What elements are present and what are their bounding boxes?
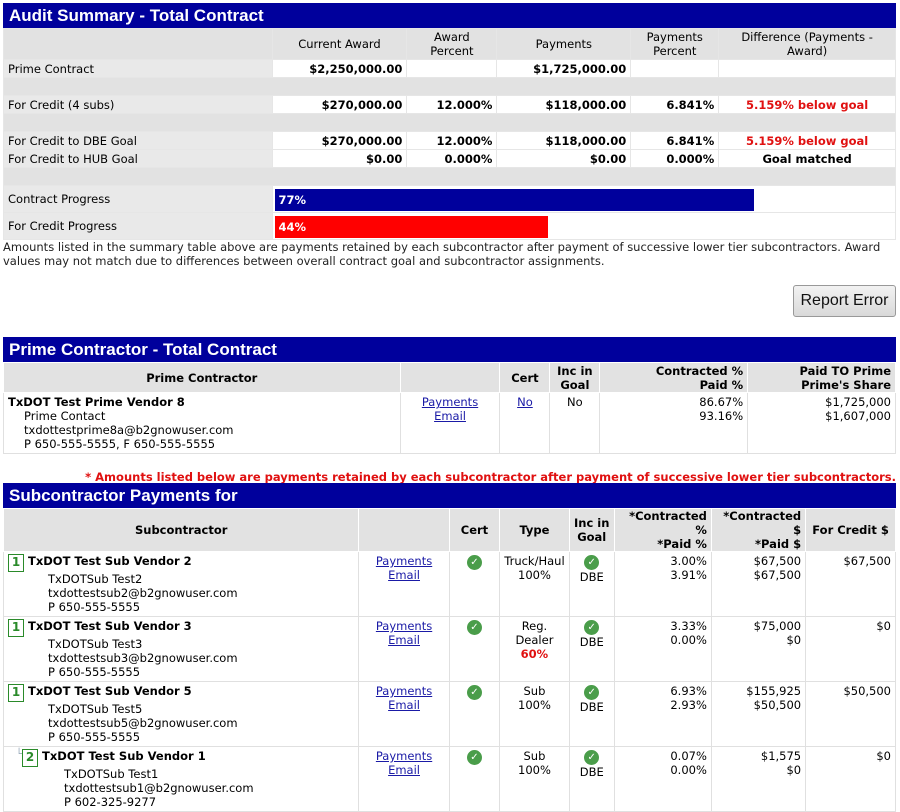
cert-check-icon: ✓ (466, 685, 482, 700)
tier-badge: 1 (8, 684, 24, 702)
credit-progress-bar: 44% (274, 216, 549, 238)
header-current-award: Current Award (271, 28, 408, 60)
tier-badge: 1 (8, 554, 24, 572)
subcontractor-table: Subcontractor Cert Type Inc in Goal *Cont… (2, 508, 896, 812)
sub-vendor-name: TxDOT Test Sub Vendor 5 (28, 684, 192, 698)
row-dbe-goal: For Credit to DBE Goal $270,000.00 12.00… (3, 131, 896, 150)
credit-difference: 5.159% below goal (718, 95, 896, 114)
summary-note: Amounts listed in the summary table abov… (3, 240, 881, 268)
header-difference: Difference (Payments - Award) (718, 28, 896, 60)
row-hub-goal: For Credit to HUB Goal $0.00 0.000% $0.0… (3, 149, 896, 168)
email-link[interactable]: Email (388, 568, 420, 582)
row-contract-progress: Contract Progress 77% (3, 185, 896, 213)
table-row: 1 TxDOT Test Sub Vendor 5 TxDOTSub Test5 … (2, 681, 896, 747)
prime-contractor-table: Prime Contractor Cert Inc in Goal Contrac… (3, 362, 896, 454)
email-link[interactable]: Email (388, 763, 420, 777)
payments-link[interactable]: Payments (375, 619, 433, 633)
prime-vendor-name: TxDOT Test Prime Vendor 8 (8, 395, 185, 409)
report-error-button[interactable]: Report Error (793, 285, 896, 317)
sub-vendor-name: TxDOT Test Sub Vendor 2 (28, 554, 192, 568)
asterisk-note: * Amounts listed below are payments reta… (85, 470, 896, 484)
prime-contractor-row: TxDOT Test Prime Vendor 8 Prime Contact … (3, 392, 896, 454)
row-prime-contract: Prime Contract $2,250,000.00 $1,725,000.… (3, 59, 896, 78)
email-link[interactable]: Email (388, 633, 420, 647)
prime-cert-link[interactable]: No (517, 395, 533, 409)
cert-check-icon: ✓ (466, 555, 482, 570)
prime-contractor-title: Prime Contractor - Total Contract (3, 337, 896, 362)
subcontractor-payments-title: Subcontractor Payments for (3, 483, 896, 508)
goal-check-icon: ✓ (584, 620, 600, 635)
prime-email-link[interactable]: Email (434, 409, 466, 423)
payments-link[interactable]: Payments (375, 749, 433, 763)
audit-summary-title: Audit Summary - Total Contract (3, 3, 896, 28)
tier-badge: 1 (8, 619, 24, 637)
goal-check-icon: ✓ (584, 750, 600, 765)
table-row: └ 2 TxDOT Test Sub Vendor 1 TxDOTSub Test1… (2, 746, 896, 812)
tier-badge: 2 (22, 749, 39, 767)
table-row: 1 TxDOT Test Sub Vendor 2 TxDOTSub Test2 … (2, 551, 896, 617)
sub-vendor-name: TxDOT Test Sub Vendor 3 (28, 619, 192, 633)
header-prime-contractor: Prime Contractor (3, 362, 401, 393)
row-for-credit: For Credit (4 subs) $270,000.00 12.000% … (3, 95, 896, 114)
header-subcontractor: Subcontractor (2, 508, 360, 552)
cert-check-icon: ✓ (466, 620, 482, 635)
header-cert: Cert (499, 362, 551, 393)
payments-link[interactable]: Payments (375, 554, 433, 568)
row-credit-progress: For Credit Progress 44% (3, 212, 896, 240)
header-payments: Payments (496, 28, 632, 60)
audit-summary-table: Current Award Award Percent Payments Pay… (3, 28, 896, 240)
cert-check-icon: ✓ (466, 750, 482, 765)
goal-check-icon: ✓ (584, 555, 600, 570)
header-award-percent: Award Percent (406, 28, 498, 60)
goal-check-icon: ✓ (584, 685, 600, 700)
header-payments-percent: Payments Percent (630, 28, 720, 60)
table-row: 1 TxDOT Test Sub Vendor 3 TxDOTSub Test3 … (2, 616, 896, 682)
sub-vendor-name: TxDOT Test Sub Vendor 1 (42, 749, 206, 763)
contract-progress-bar: 77% (274, 189, 754, 211)
prime-payments-link[interactable]: Payments (421, 395, 479, 409)
dbe-difference: 5.159% below goal (718, 131, 896, 150)
tree-connector-icon: └ (16, 749, 23, 760)
payments-link[interactable]: Payments (375, 684, 433, 698)
email-link[interactable]: Email (388, 698, 420, 712)
